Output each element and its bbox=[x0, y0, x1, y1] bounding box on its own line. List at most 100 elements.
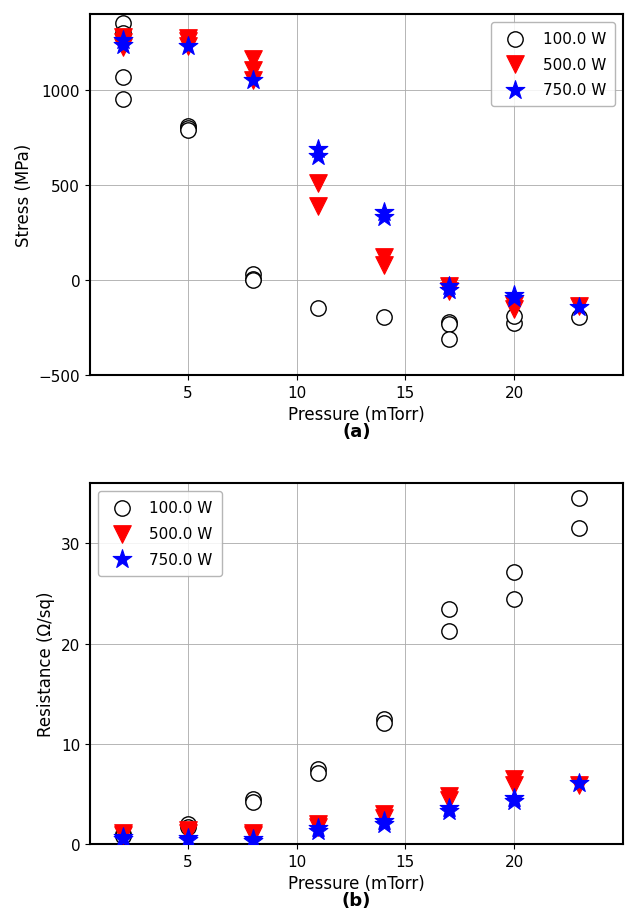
750.0 W bbox=[444, 278, 454, 293]
750.0 W bbox=[444, 804, 454, 819]
500.0 W bbox=[248, 74, 258, 88]
750.0 W bbox=[378, 210, 389, 225]
500.0 W bbox=[313, 176, 323, 191]
100.0 W bbox=[509, 310, 519, 324]
500.0 W bbox=[248, 52, 258, 67]
750.0 W bbox=[117, 832, 128, 846]
100.0 W bbox=[509, 592, 519, 607]
100.0 W bbox=[444, 317, 454, 332]
750.0 W bbox=[313, 150, 323, 165]
500.0 W bbox=[509, 777, 519, 792]
500.0 W bbox=[444, 285, 454, 300]
Text: (b): (b) bbox=[342, 891, 371, 909]
750.0 W bbox=[509, 791, 519, 806]
100.0 W bbox=[574, 492, 584, 506]
500.0 W bbox=[182, 31, 193, 46]
X-axis label: Pressure (mTorr): Pressure (mTorr) bbox=[288, 405, 425, 424]
500.0 W bbox=[313, 820, 323, 834]
750.0 W bbox=[378, 814, 389, 829]
750.0 W bbox=[248, 74, 258, 89]
750.0 W bbox=[509, 289, 519, 303]
100.0 W bbox=[313, 301, 323, 316]
100.0 W bbox=[574, 521, 584, 536]
500.0 W bbox=[248, 63, 258, 78]
500.0 W bbox=[182, 34, 193, 49]
500.0 W bbox=[574, 299, 584, 313]
750.0 W bbox=[574, 301, 584, 315]
750.0 W bbox=[313, 823, 323, 838]
500.0 W bbox=[248, 825, 258, 840]
750.0 W bbox=[182, 40, 193, 54]
100.0 W bbox=[444, 602, 454, 617]
100.0 W bbox=[182, 121, 193, 136]
100.0 W bbox=[444, 332, 454, 346]
100.0 W bbox=[182, 820, 193, 834]
750.0 W bbox=[117, 33, 128, 48]
100.0 W bbox=[509, 316, 519, 331]
100.0 W bbox=[574, 311, 584, 325]
500.0 W bbox=[313, 817, 323, 832]
100.0 W bbox=[117, 17, 128, 32]
500.0 W bbox=[117, 30, 128, 45]
750.0 W bbox=[509, 291, 519, 306]
500.0 W bbox=[182, 40, 193, 54]
500.0 W bbox=[248, 827, 258, 842]
750.0 W bbox=[444, 284, 454, 299]
100.0 W bbox=[248, 792, 258, 807]
100.0 W bbox=[378, 711, 389, 726]
500.0 W bbox=[117, 40, 128, 55]
100.0 W bbox=[378, 716, 389, 731]
750.0 W bbox=[248, 834, 258, 848]
750.0 W bbox=[117, 39, 128, 53]
500.0 W bbox=[313, 199, 323, 214]
100.0 W bbox=[509, 564, 519, 579]
Text: (a): (a) bbox=[342, 423, 371, 440]
750.0 W bbox=[378, 205, 389, 220]
500.0 W bbox=[444, 278, 454, 293]
Legend: 100.0 W, 500.0 W, 750.0 W: 100.0 W, 500.0 W, 750.0 W bbox=[98, 492, 222, 576]
100.0 W bbox=[313, 762, 323, 777]
750.0 W bbox=[248, 832, 258, 846]
750.0 W bbox=[509, 794, 519, 809]
750.0 W bbox=[574, 776, 584, 790]
100.0 W bbox=[444, 315, 454, 330]
750.0 W bbox=[182, 831, 193, 845]
100.0 W bbox=[248, 267, 258, 282]
100.0 W bbox=[117, 27, 128, 41]
500.0 W bbox=[117, 827, 128, 842]
500.0 W bbox=[509, 302, 519, 317]
500.0 W bbox=[574, 777, 584, 792]
500.0 W bbox=[182, 826, 193, 841]
750.0 W bbox=[313, 821, 323, 835]
100.0 W bbox=[248, 795, 258, 810]
500.0 W bbox=[444, 789, 454, 803]
750.0 W bbox=[313, 142, 323, 157]
500.0 W bbox=[378, 258, 389, 273]
500.0 W bbox=[117, 825, 128, 840]
500.0 W bbox=[378, 811, 389, 825]
500.0 W bbox=[117, 35, 128, 50]
X-axis label: Pressure (mTorr): Pressure (mTorr) bbox=[288, 875, 425, 892]
Y-axis label: Stress (MPa): Stress (MPa) bbox=[15, 143, 33, 247]
500.0 W bbox=[378, 251, 389, 266]
750.0 W bbox=[444, 800, 454, 815]
100.0 W bbox=[117, 828, 128, 843]
750.0 W bbox=[117, 829, 128, 844]
Y-axis label: Resistance (Ω/sq): Resistance (Ω/sq) bbox=[37, 591, 56, 737]
500.0 W bbox=[182, 823, 193, 837]
500.0 W bbox=[509, 298, 519, 312]
750.0 W bbox=[378, 817, 389, 832]
Legend: 100.0 W, 500.0 W, 750.0 W: 100.0 W, 500.0 W, 750.0 W bbox=[491, 23, 616, 108]
500.0 W bbox=[509, 772, 519, 787]
100.0 W bbox=[117, 93, 128, 108]
100.0 W bbox=[182, 123, 193, 138]
750.0 W bbox=[182, 833, 193, 847]
100.0 W bbox=[378, 311, 389, 325]
100.0 W bbox=[248, 273, 258, 288]
100.0 W bbox=[444, 624, 454, 639]
100.0 W bbox=[117, 70, 128, 85]
100.0 W bbox=[313, 766, 323, 780]
100.0 W bbox=[117, 826, 128, 841]
500.0 W bbox=[444, 793, 454, 808]
100.0 W bbox=[182, 119, 193, 134]
